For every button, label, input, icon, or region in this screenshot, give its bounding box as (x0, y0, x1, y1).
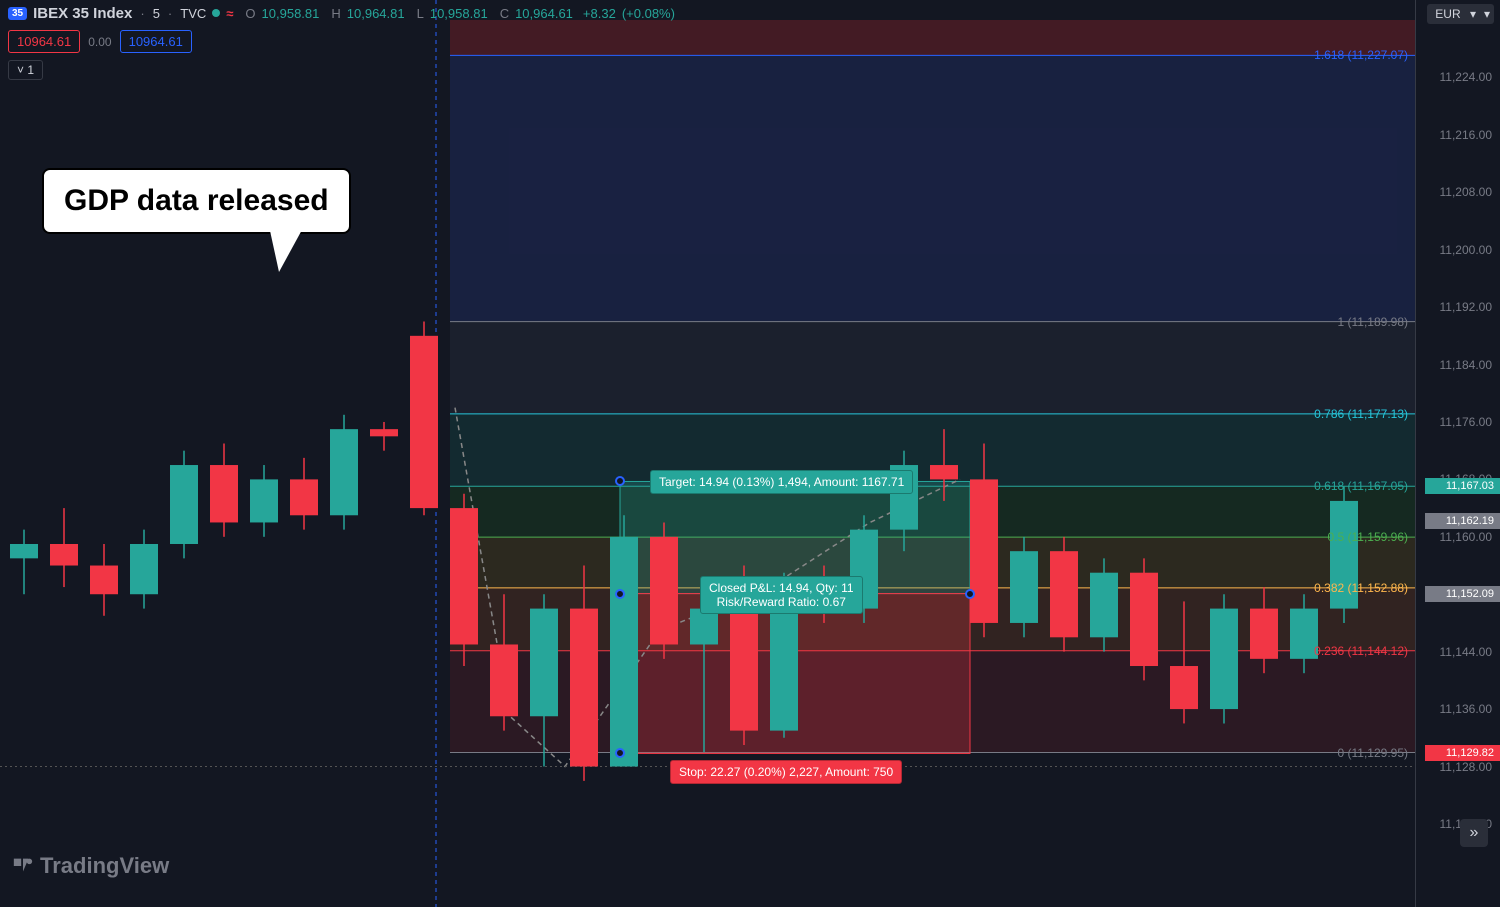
status-dot-icon (212, 9, 220, 17)
fib-level-label: 0.382 (11,152.88) (1314, 581, 1408, 595)
callout-text: GDP data released (64, 184, 329, 217)
change-value: +8.32 (583, 6, 616, 21)
c-label: C (500, 6, 509, 21)
fib-level-label: 0 (11,129.95) (1338, 746, 1409, 760)
fib-level-label: 0.236 (11,144.12) (1314, 644, 1408, 658)
fib-level-label: 0.5 (11,159.96) (1327, 530, 1408, 544)
h-value: 10,964.81 (347, 6, 405, 21)
symbol-name[interactable]: IBEX 35 Index (33, 5, 132, 22)
scroll-right-button[interactable]: » (1460, 819, 1488, 847)
position-handle[interactable] (615, 476, 625, 486)
fib-level-label: 1.618 (11,227.07) (1314, 48, 1408, 62)
chevron-right-icon: » (1470, 824, 1479, 842)
axis-price-marker: 11,167.03 (1425, 478, 1500, 494)
position-summary[interactable]: Closed P&L: 14.94, Qty: 11Risk/Reward Ra… (700, 576, 863, 614)
position-handle[interactable] (615, 589, 625, 599)
axis-tick: 11,192.00 (1440, 300, 1493, 314)
c-value: 10,964.61 (515, 6, 573, 21)
tradingview-logo: TradingView (12, 853, 169, 879)
position-info[interactable]: Stop: 22.27 (0.20%) 2,227, Amount: 750 (670, 760, 902, 784)
axis-tick: 11,128.00 (1440, 760, 1493, 774)
position-handle[interactable] (615, 748, 625, 758)
o-label: O (245, 6, 255, 21)
axis-price-marker: 11,152.09 (1425, 586, 1500, 602)
axis-tick: 11,224.00 (1440, 70, 1493, 84)
change-pct: (+0.08%) (622, 6, 675, 21)
exchange: TVC (180, 6, 206, 21)
l-label: L (417, 6, 424, 21)
axis-tick: 11,176.00 (1440, 415, 1493, 429)
annotation-callout[interactable]: GDP data released (42, 168, 351, 234)
compare-icon: ≈ (226, 6, 233, 21)
price-axis[interactable]: EUR ▾ 11,224.0011,216.0011,208.0011,200.… (1415, 0, 1500, 907)
axis-price-marker: 11,129.82 (1425, 745, 1500, 761)
fib-level-label: 0.618 (11,167.05) (1314, 479, 1408, 493)
ask-price[interactable]: 10964.61 (120, 30, 192, 53)
axis-tick: 11,144.00 (1440, 645, 1493, 659)
fib-level-label: 1 (11,189.98) (1338, 315, 1409, 329)
h-label: H (331, 6, 340, 21)
axis-price-marker: 11,162.19 (1425, 513, 1500, 529)
bid-price[interactable]: 10964.61 (8, 30, 80, 53)
chart-header: 35 IBEX 35 Index · 5 · TVC ≈ O 10,958.81… (0, 0, 1500, 26)
position-handle[interactable] (965, 589, 975, 599)
fib-level-label: 0.786 (11,177.13) (1314, 407, 1408, 421)
axis-tick: 11,136.00 (1440, 702, 1493, 716)
position-info[interactable]: Target: 14.94 (0.13%) 1,494, Amount: 116… (650, 470, 913, 494)
o-value: 10,958.81 (262, 6, 320, 21)
l-value: 10,958.81 (430, 6, 488, 21)
axis-tick: 11,216.00 (1440, 128, 1493, 142)
axis-tick: 11,160.00 (1440, 530, 1493, 544)
price-boxes: 10964.61 0.00 10964.61 (8, 30, 192, 53)
collapse-button[interactable]: ˅ 1 (8, 60, 43, 80)
axis-tick: 11,200.00 (1440, 243, 1493, 257)
spread: 0.00 (88, 35, 111, 49)
axis-tick: 11,208.00 (1440, 185, 1493, 199)
axis-tick: 11,184.00 (1440, 358, 1493, 372)
symbol-badge: 35 (8, 7, 27, 20)
interval[interactable]: 5 (153, 6, 160, 21)
